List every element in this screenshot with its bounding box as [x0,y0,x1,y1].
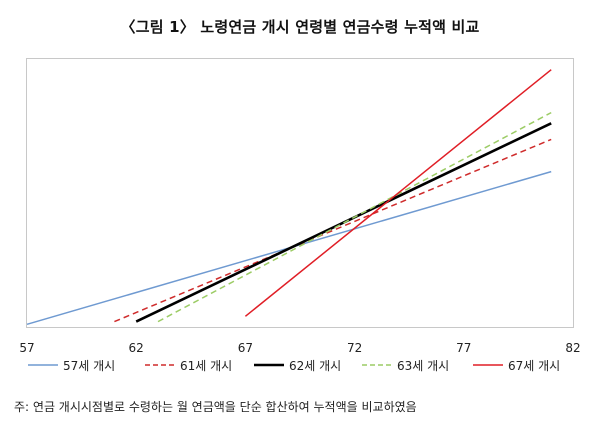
legend-item: 67세 개시 [473,356,560,374]
legend-item: 57세 개시 [28,356,115,374]
legend-item: 63세 개시 [362,356,449,374]
legend-label: 67세 개시 [508,358,561,373]
legend: 57세 개시 61세 개시 62세 개시 63세 개시 67세 개시 [28,356,588,374]
legend-swatch [473,364,503,366]
legend-swatch [254,363,284,367]
footnote: 주: 연금 개시시점별로 수령하는 월 연금액을 단순 합산하여 누적액을 비교… [14,400,417,414]
legend-item: 62세 개시 [254,356,341,374]
series-line-63 [157,111,552,323]
chart-title: 〈그림 1〉 노령연금 개시 연령별 연금수령 누적액 비교 [120,18,480,36]
x-tick-label: 82 [565,341,580,355]
legend-label: 61세 개시 [180,358,233,373]
series-line-61 [114,138,552,323]
series-line-67 [244,69,552,317]
legend-swatch [145,364,175,366]
legend-label: 63세 개시 [397,358,450,373]
x-tick-label: 67 [238,341,253,355]
plot-frame [26,58,574,328]
x-tick-label: 57 [19,341,34,355]
legend-item: 61세 개시 [145,356,232,374]
x-tick-label: 77 [456,341,471,355]
x-tick-label: 72 [347,341,362,355]
legend-label: 57세 개시 [63,358,116,373]
x-tick-label: 62 [129,341,144,355]
legend-swatch [28,364,58,366]
legend-swatch [362,364,392,366]
legend-label: 62세 개시 [289,358,342,373]
